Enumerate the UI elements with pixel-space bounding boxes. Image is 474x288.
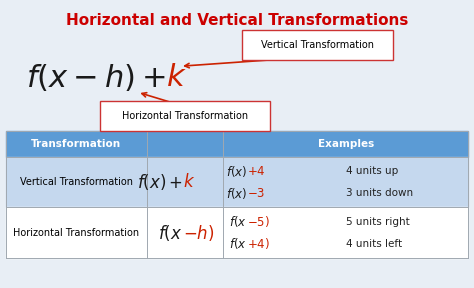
Text: Horizontal and Vertical Transformations: Horizontal and Vertical Transformations — [66, 13, 408, 28]
Text: 4 units left: 4 units left — [346, 238, 402, 249]
Text: $f(x)$: $f(x)$ — [226, 164, 247, 179]
Text: Transformation: Transformation — [31, 139, 121, 149]
Text: Vertical Transformation: Vertical Transformation — [20, 177, 133, 187]
Text: $-5)$: $-5)$ — [247, 214, 270, 229]
Bar — [6, 207, 468, 258]
Text: $f(x$: $f(x$ — [229, 214, 247, 229]
Text: $f(x$: $f(x$ — [158, 223, 182, 242]
Text: $f(x)$: $f(x)$ — [226, 185, 247, 201]
Text: $f(x-h)+$: $f(x-h)+$ — [26, 62, 166, 93]
Text: $f(x$: $f(x$ — [229, 236, 247, 251]
Bar — [6, 131, 468, 157]
Text: $-3$: $-3$ — [247, 187, 265, 200]
Text: $k$: $k$ — [166, 63, 187, 92]
Text: Examples: Examples — [318, 139, 374, 149]
Text: 4 units up: 4 units up — [346, 166, 398, 176]
FancyBboxPatch shape — [242, 30, 393, 60]
Text: $+4)$: $+4)$ — [247, 236, 270, 251]
Text: $+4$: $+4$ — [247, 165, 265, 178]
Text: Horizontal Transformation: Horizontal Transformation — [13, 228, 139, 238]
Text: 5 units right: 5 units right — [346, 217, 410, 227]
Text: Horizontal Transformation: Horizontal Transformation — [122, 111, 248, 121]
Text: 3 units down: 3 units down — [346, 188, 413, 198]
Text: $-h)$: $-h)$ — [182, 223, 214, 242]
Text: $k$: $k$ — [183, 173, 195, 191]
FancyBboxPatch shape — [100, 101, 270, 131]
Bar — [6, 157, 468, 207]
Text: Vertical Transformation: Vertical Transformation — [261, 40, 374, 50]
Text: $f(x)+$: $f(x)+$ — [137, 172, 182, 192]
